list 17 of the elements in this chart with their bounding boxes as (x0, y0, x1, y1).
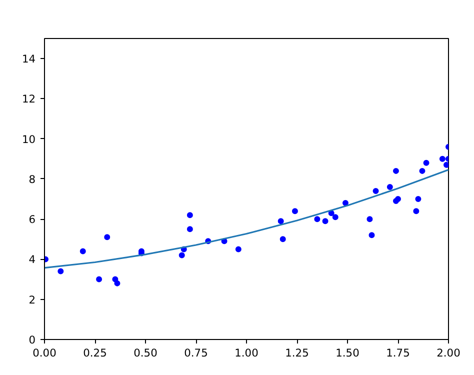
x-tick-label: 0.25 (83, 346, 107, 360)
y-tick-label: 2 (28, 293, 36, 306)
x-tick-label: 0.75 (184, 346, 208, 360)
x-tick-label: 1.00 (234, 346, 259, 360)
x-tick-label: 1.25 (285, 346, 309, 360)
x-tick-label: 1.75 (386, 346, 410, 360)
x-tick-label: 0.00 (32, 346, 57, 360)
y-tick-label: 14 (22, 52, 36, 66)
y-tick-label: 8 (28, 172, 36, 186)
y-tick-label: 4 (28, 253, 36, 266)
x-tick-label: 0.50 (134, 346, 158, 360)
y-tick-label: 12 (22, 92, 36, 106)
x-tick-label: 2.00 (436, 346, 461, 360)
y-tick-label: 0 (28, 334, 36, 346)
x-tick-label: 1.50 (336, 346, 360, 360)
y-tick-label: 10 (22, 132, 36, 146)
y-tick-label: 6 (28, 213, 36, 226)
